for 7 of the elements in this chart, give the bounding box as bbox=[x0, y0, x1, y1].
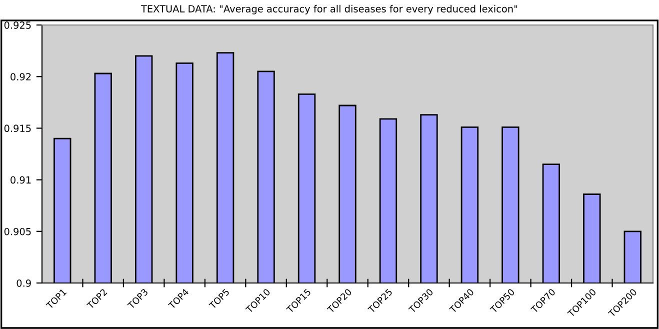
y-tick-label: 0.905 bbox=[4, 228, 31, 236]
y-tick-label: 0.915 bbox=[4, 124, 31, 132]
y-tick-label: 0.92 bbox=[10, 73, 31, 80]
y-tick-label: 0.925 bbox=[4, 21, 31, 29]
y-tick-label: 0.91 bbox=[10, 176, 31, 184]
chart-title: TEXTUAL DATA: "Average accuracy for all diseases for every reduced lexicon" bbox=[140, 4, 518, 14]
y-tick-label: 0.9 bbox=[16, 279, 31, 287]
